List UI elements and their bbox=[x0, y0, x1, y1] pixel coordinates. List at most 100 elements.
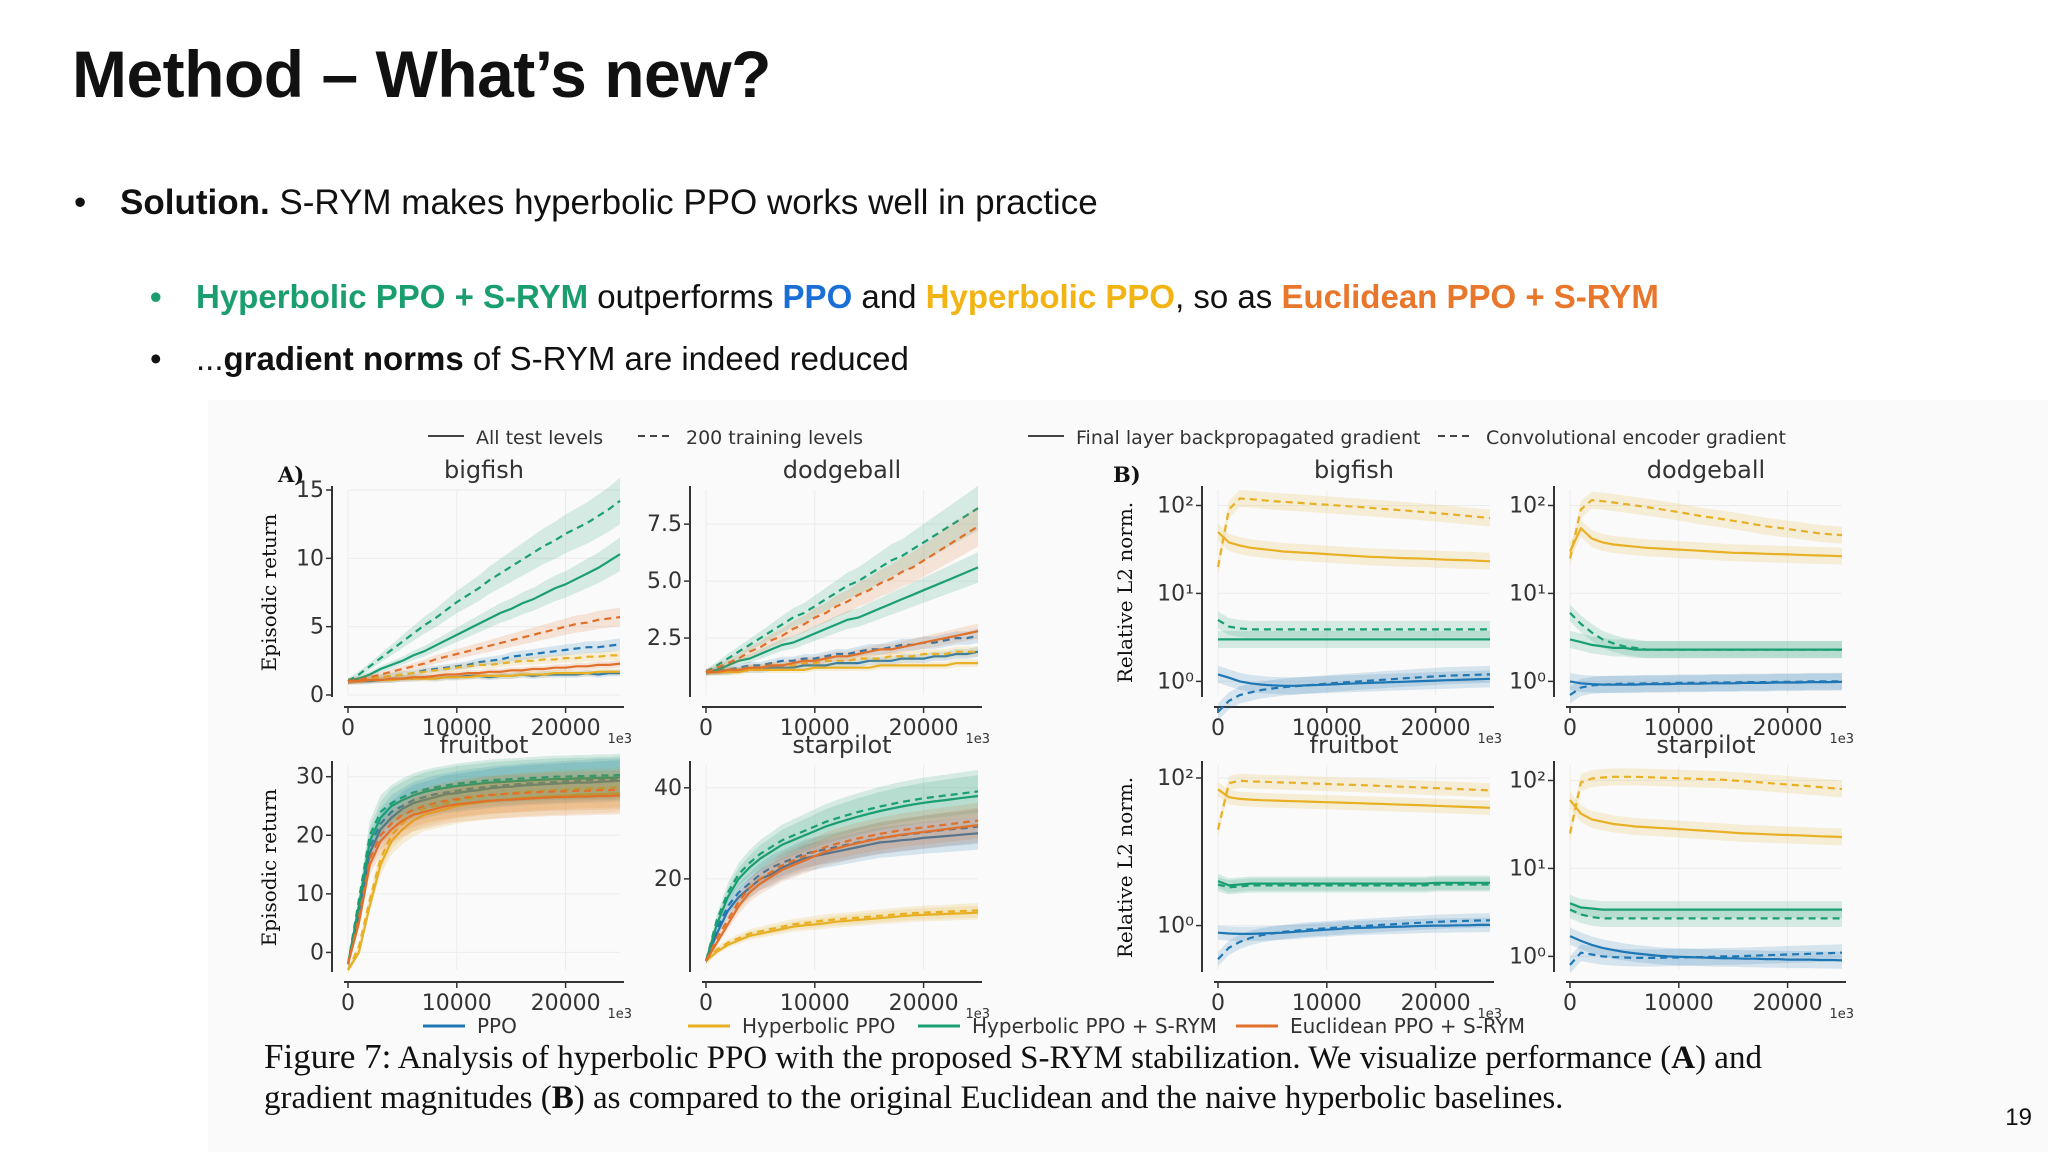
series-band-hyperbolic_srym bbox=[1570, 901, 1842, 927]
series-line-hyperbolic_srym-solid bbox=[347, 553, 621, 683]
series-line-euclidean_srym-solid bbox=[346, 794, 621, 965]
x-tick-label: 0 bbox=[1211, 716, 1225, 741]
series-line-ppo-dashed bbox=[346, 778, 621, 965]
caption-text: ) as compared to the original Euclidean … bbox=[573, 1080, 1564, 1116]
series-line-hyperbolic_srym-dashed bbox=[346, 773, 621, 965]
bullet-outperforms: • Hyperbolic PPO + S-RYM outperforms PPO… bbox=[150, 278, 1659, 316]
panel-title: fruitbot bbox=[440, 731, 529, 759]
group-label-a: A) bbox=[277, 462, 304, 487]
x-tick-label: 0 bbox=[1563, 716, 1577, 741]
series-line-ppo-solid bbox=[1217, 673, 1491, 687]
text-ppo: PPO bbox=[782, 278, 853, 315]
y-tick-label: 10² bbox=[1157, 766, 1194, 791]
x-tick-label: 0 bbox=[341, 716, 355, 741]
y-tick-label: 15 bbox=[296, 478, 324, 503]
y-tick-label: 10⁰ bbox=[1509, 944, 1546, 969]
x-tick-label: 20000 bbox=[531, 991, 601, 1016]
x-tick-label: 10000 bbox=[422, 716, 492, 741]
x-tick-label: 10000 bbox=[780, 716, 850, 741]
x-tick-label: 20000 bbox=[1753, 716, 1823, 741]
bullet-solution: • Solution. S-RYM makes hyperbolic PPO w… bbox=[74, 183, 1098, 223]
series-line-hyperbolic_ppo-solid bbox=[1217, 788, 1491, 809]
series-band-hyperbolic_srym bbox=[348, 537, 620, 685]
series-band-hyperbolic_ppo bbox=[1218, 782, 1490, 815]
y-tick-label: 0 bbox=[310, 940, 324, 965]
panel-title: starpilot bbox=[792, 731, 891, 759]
series-band-hyperbolic_srym bbox=[348, 477, 620, 685]
series-band-hyperbolic_ppo bbox=[706, 903, 978, 964]
bullet-dot-icon: • bbox=[150, 278, 162, 315]
series-line-hyperbolic_ppo-solid bbox=[1569, 526, 1843, 558]
group-label-b: B) bbox=[1113, 462, 1141, 487]
series-band-hyperbolic_srym bbox=[1570, 630, 1842, 659]
legend-label: Final layer backpropagated gradient bbox=[1076, 427, 1420, 449]
series-band-hyperbolic_srym bbox=[1570, 604, 1842, 659]
series-line-hyperbolic_srym-dashed bbox=[705, 507, 979, 674]
x-scale-label: 1e3 bbox=[1477, 1007, 1502, 1022]
series-line-hyperbolic_ppo-dashed bbox=[706, 650, 978, 674]
series-band-hyperbolic_srym bbox=[706, 485, 978, 676]
caption-text: Analysis of hyperbolic PPO with the prop… bbox=[391, 1040, 1672, 1076]
series-band-ppo bbox=[706, 628, 978, 676]
y-tick-label: 10¹ bbox=[1157, 581, 1194, 606]
series-band-euclidean_srym bbox=[706, 623, 978, 676]
caption-b: B bbox=[551, 1080, 574, 1116]
series-line-ppo-dashed bbox=[1217, 919, 1491, 960]
series-band-ppo bbox=[1570, 944, 1842, 974]
series-line-euclidean_srym-dashed bbox=[705, 819, 979, 962]
x-tick-label: 10000 bbox=[1292, 991, 1362, 1016]
x-tick-label: 10000 bbox=[1292, 716, 1362, 741]
series-band-hyperbolic_srym bbox=[1570, 894, 1842, 919]
y-tick-label: 10 bbox=[296, 546, 324, 571]
legend-label: Hyperbolic PPO + S-RYM bbox=[972, 1014, 1217, 1038]
x-scale-label: 1e3 bbox=[965, 1007, 990, 1022]
series-line-hyperbolic_ppo-solid bbox=[705, 911, 979, 962]
series-line-euclidean_srym-solid bbox=[348, 662, 621, 683]
series-band-hyperbolic_srym bbox=[348, 756, 620, 968]
y-tick-label: 10¹ bbox=[1509, 581, 1546, 606]
panel-title: starpilot bbox=[1656, 731, 1755, 759]
x-scale-label: 1e3 bbox=[965, 732, 990, 747]
series-line-hyperbolic_srym-dashed bbox=[1569, 612, 1842, 651]
series-band-euclidean_srym bbox=[706, 506, 978, 676]
series-band-euclidean_srym bbox=[348, 607, 620, 685]
panel-title: fruitbot bbox=[1310, 731, 1399, 759]
x-tick-label: 20000 bbox=[531, 716, 601, 741]
y-tick-label: 10² bbox=[1509, 768, 1546, 793]
x-tick-label: 10000 bbox=[780, 991, 850, 1016]
series-band-ppo bbox=[706, 809, 978, 964]
text-hyperbolic-srym: Hyperbolic PPO + S-RYM bbox=[196, 278, 589, 315]
gradient-bold: gradient norms bbox=[223, 340, 464, 377]
x-tick-label: 0 bbox=[699, 991, 713, 1016]
series-line-ppo-dashed bbox=[1569, 951, 1843, 966]
legend-label: Convolutional encoder gradient bbox=[1486, 427, 1786, 449]
legend-label: Euclidean PPO + S-RYM bbox=[1290, 1014, 1525, 1038]
series-line-euclidean_srym-dashed bbox=[705, 525, 979, 674]
series-line-ppo-dashed bbox=[1217, 673, 1491, 713]
series-line-euclidean_srym-solid bbox=[706, 630, 979, 674]
series-band-ppo bbox=[706, 816, 978, 964]
caption-text: ) and gradient magnitudes ( bbox=[264, 1040, 1762, 1116]
series-line-ppo-solid bbox=[1569, 935, 1843, 962]
figure-chart: All test levels 200 training levels Final … bbox=[257, 427, 1854, 1038]
x-tick-label: 0 bbox=[699, 716, 713, 741]
y-tick-label: 10⁰ bbox=[1509, 669, 1546, 694]
x-tick-label: 0 bbox=[341, 991, 355, 1016]
y-tick-label: 7.5 bbox=[647, 512, 682, 537]
panel-title: bigfish bbox=[1314, 456, 1394, 484]
legend-label: Hyperbolic PPO bbox=[742, 1014, 895, 1038]
bullet-gradient-norms: • ...gradient norms of S-RYM are indeed … bbox=[150, 340, 909, 378]
series-band-hyperbolic_srym bbox=[1218, 611, 1490, 638]
series-line-hyperbolic_srym-dashed bbox=[704, 790, 979, 962]
x-scale-label: 1e3 bbox=[1829, 1007, 1854, 1022]
solution-label: Solution. bbox=[120, 183, 270, 222]
series-band-hyperbolic_srym bbox=[706, 775, 978, 964]
y-tick-label: 5.0 bbox=[647, 569, 682, 594]
y-tick-label: 20 bbox=[654, 867, 682, 892]
y-axis-label: Relative L2 norm. bbox=[1113, 777, 1137, 958]
x-tick-label: 20000 bbox=[889, 991, 959, 1016]
series-line-hyperbolic_srym-dashed bbox=[1569, 908, 1842, 920]
series-line-ppo-dashed bbox=[1569, 680, 1842, 696]
x-scale-label: 1e3 bbox=[607, 732, 632, 747]
series-band-ppo bbox=[1570, 672, 1842, 704]
